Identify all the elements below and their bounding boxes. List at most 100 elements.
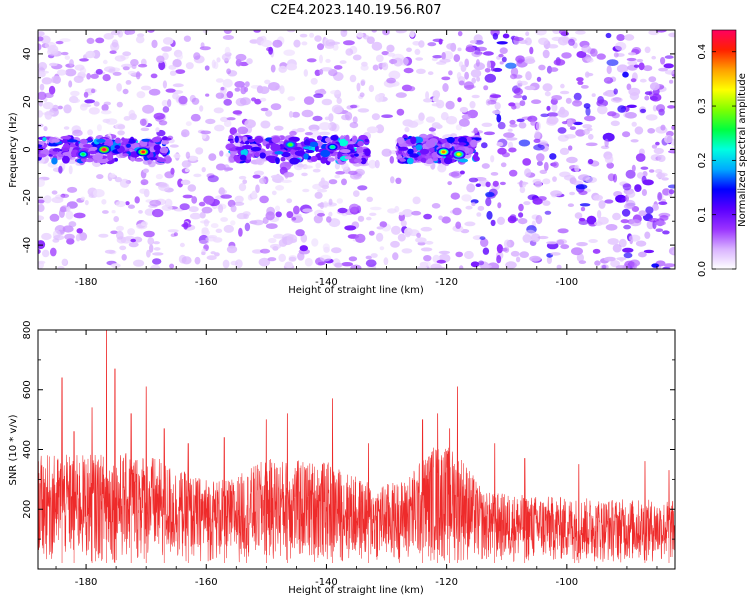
heatmap-signal-cell	[339, 149, 351, 153]
heatmap-cell	[366, 126, 379, 134]
heatmap-cell	[326, 216, 332, 223]
heatmap-cell	[534, 130, 541, 140]
heatmap-cell	[357, 185, 368, 191]
heatmap-cell	[113, 216, 119, 223]
heatmap-cell	[64, 55, 71, 60]
heatmap-cell	[286, 211, 294, 219]
heatmap-cell	[360, 80, 366, 86]
heatmap-signal-cell	[52, 148, 61, 152]
heatmap-panel: -180 -160 -140 -120 -100 -40 -20 0 20 40 Height …	[8, 29, 676, 296]
heatmap-cell	[498, 53, 504, 58]
heatmap-cell	[102, 59, 108, 65]
heatmap-cell	[240, 85, 247, 95]
heatmap-cell	[182, 194, 193, 199]
heatmap-cell	[175, 69, 186, 74]
heatmap-cell	[414, 48, 421, 56]
heatmap-cell	[572, 100, 583, 107]
heatmap-cell	[613, 52, 619, 58]
heatmap-cell	[557, 228, 569, 234]
heatmap-cell	[79, 58, 89, 62]
heatmap-cell	[597, 105, 608, 115]
heatmap-cell	[655, 228, 664, 232]
heatmap-cell	[368, 159, 377, 169]
heatmap-cell	[213, 107, 224, 114]
heatmap-cell	[403, 67, 414, 74]
heatmap-cell	[222, 35, 234, 40]
heatmap-cell	[155, 127, 160, 133]
heatmap-cell	[369, 206, 382, 211]
heatmap-cell	[152, 208, 164, 218]
heatmap-cell	[521, 181, 527, 188]
heatmap-cell	[508, 147, 517, 153]
heatmap-cell	[471, 94, 480, 99]
heatmap-cell	[445, 115, 458, 125]
heatmap-cell	[532, 198, 543, 205]
heatmap-cell	[328, 218, 341, 228]
heatmap-cell	[655, 220, 666, 226]
heatmap-cell	[457, 97, 462, 103]
heatmap-cell	[577, 80, 584, 85]
heatmap-cell	[623, 203, 635, 210]
heatmap-cell	[288, 111, 294, 118]
colorbar-tick-label: 0.0	[697, 261, 708, 277]
heatmap-cell	[461, 194, 472, 202]
heatmap-signal-cell	[398, 146, 409, 151]
heatmap-cell	[188, 155, 198, 162]
heatmap-cell	[418, 112, 425, 122]
heatmap-cell	[229, 127, 237, 135]
heatmap-cell	[148, 88, 161, 96]
heatmap-cell	[657, 191, 662, 202]
heatmap-cell	[459, 106, 469, 113]
heatmap-cell	[426, 261, 431, 268]
heatmap-cell	[457, 30, 463, 37]
heatmap-cell	[158, 60, 166, 71]
heatmap-cell	[546, 256, 553, 264]
heatmap-cell	[201, 227, 209, 234]
heatmap-cell	[648, 169, 655, 173]
heatmap-signal-cell	[62, 152, 72, 156]
heatmap-cell	[459, 265, 464, 269]
heatmap-cell	[457, 47, 462, 52]
heatmap-cell	[41, 77, 53, 85]
heatmap-cell	[267, 257, 277, 262]
heatmap-cell	[38, 91, 47, 100]
heatmap-cell	[317, 212, 325, 217]
heatmap-cell	[61, 258, 67, 266]
heatmap-cell	[460, 64, 467, 73]
heatmap-cell	[91, 88, 96, 94]
heatmap-signal-cell	[122, 153, 129, 157]
heatmap-cell	[178, 95, 188, 105]
heatmap-cell	[102, 210, 109, 214]
heatmap-cell	[585, 106, 591, 116]
heatmap-cell	[556, 264, 562, 269]
heatmap-cell	[198, 201, 206, 207]
heatmap-signal-cell	[157, 158, 167, 163]
heatmap-cell	[592, 248, 601, 254]
heatmap-cell	[619, 257, 624, 262]
heatmap-cell	[48, 85, 56, 95]
heatmap-cell	[643, 65, 653, 72]
heatmap-cell	[260, 107, 269, 112]
heatmap-cell	[533, 138, 541, 143]
heatmap-cell	[581, 85, 589, 89]
heatmap-cell	[162, 37, 174, 45]
heatmap-cell	[185, 151, 191, 159]
heatmap-cell	[652, 105, 658, 112]
heatmap-cell	[146, 249, 151, 258]
heatmap-cell	[594, 221, 603, 226]
heatmap-cell	[288, 256, 297, 262]
heatmap-cell	[542, 49, 550, 59]
heatmap-cell	[505, 261, 517, 269]
x-tick-label: -160	[195, 277, 218, 288]
heatmap-cell	[658, 201, 668, 205]
heatmap-cell	[69, 95, 79, 104]
heatmap-cell	[527, 115, 538, 123]
heatmap-cell	[628, 52, 636, 56]
heatmap-cell	[668, 189, 675, 195]
heatmap-cell	[604, 138, 609, 148]
heatmap-cell	[152, 258, 162, 265]
heatmap-cell	[314, 191, 323, 199]
heatmap-cell	[423, 255, 432, 262]
y-tick-label: 200	[22, 500, 33, 519]
heatmap-cell	[604, 89, 617, 97]
